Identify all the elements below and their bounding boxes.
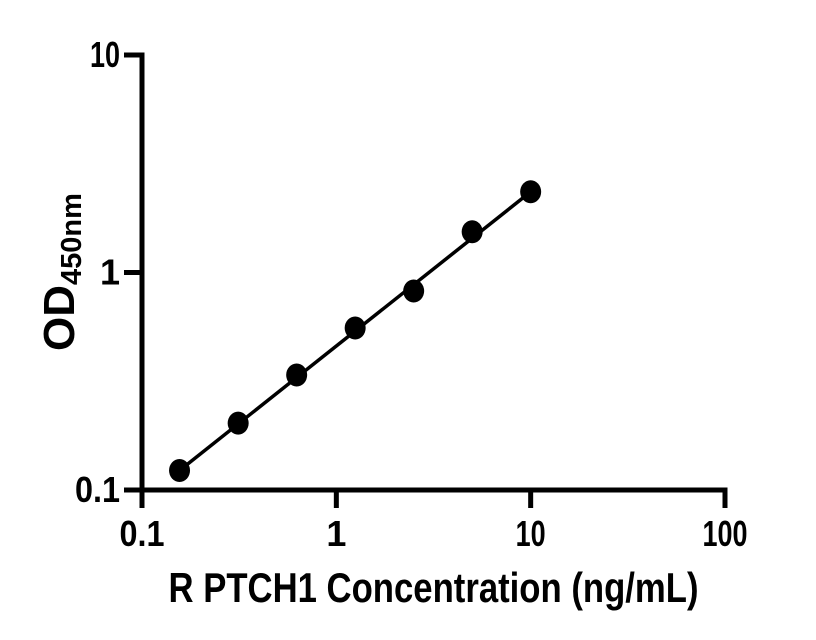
series-data-points — [169, 180, 542, 482]
y-axis-ticks — [124, 52, 142, 493]
x-tick-label: 1 — [326, 513, 346, 554]
x-tick-label: 10 — [516, 513, 546, 554]
data-point-marker — [461, 220, 483, 244]
y-axis-title-main: OD — [35, 285, 84, 351]
y-axis-title-subscript: 450nm — [56, 193, 88, 285]
data-point-marker — [344, 316, 366, 340]
x-tick-label: 0.1 — [120, 513, 165, 554]
y-tick-label: 0.1 — [75, 469, 120, 510]
data-point-marker — [227, 411, 249, 435]
x-axis-tick-labels: 0.1 1 10 100 — [120, 513, 748, 554]
y-tick-label: 1 — [100, 252, 120, 293]
y-tick-label: 10 — [90, 34, 120, 75]
y-axis-tick-labels: 0.1 1 10 — [75, 34, 120, 510]
data-point-marker — [169, 458, 191, 482]
x-tick-label: 100 — [703, 513, 748, 554]
y-axis-title: OD450nm — [35, 193, 88, 351]
data-point-marker — [403, 279, 425, 303]
x-axis-ticks — [139, 490, 728, 508]
data-point-marker — [520, 180, 542, 204]
data-point-marker — [286, 363, 308, 387]
axes — [139, 52, 728, 493]
x-axis-title: R PTCH1 Concentration (ng/mL) — [169, 564, 699, 611]
